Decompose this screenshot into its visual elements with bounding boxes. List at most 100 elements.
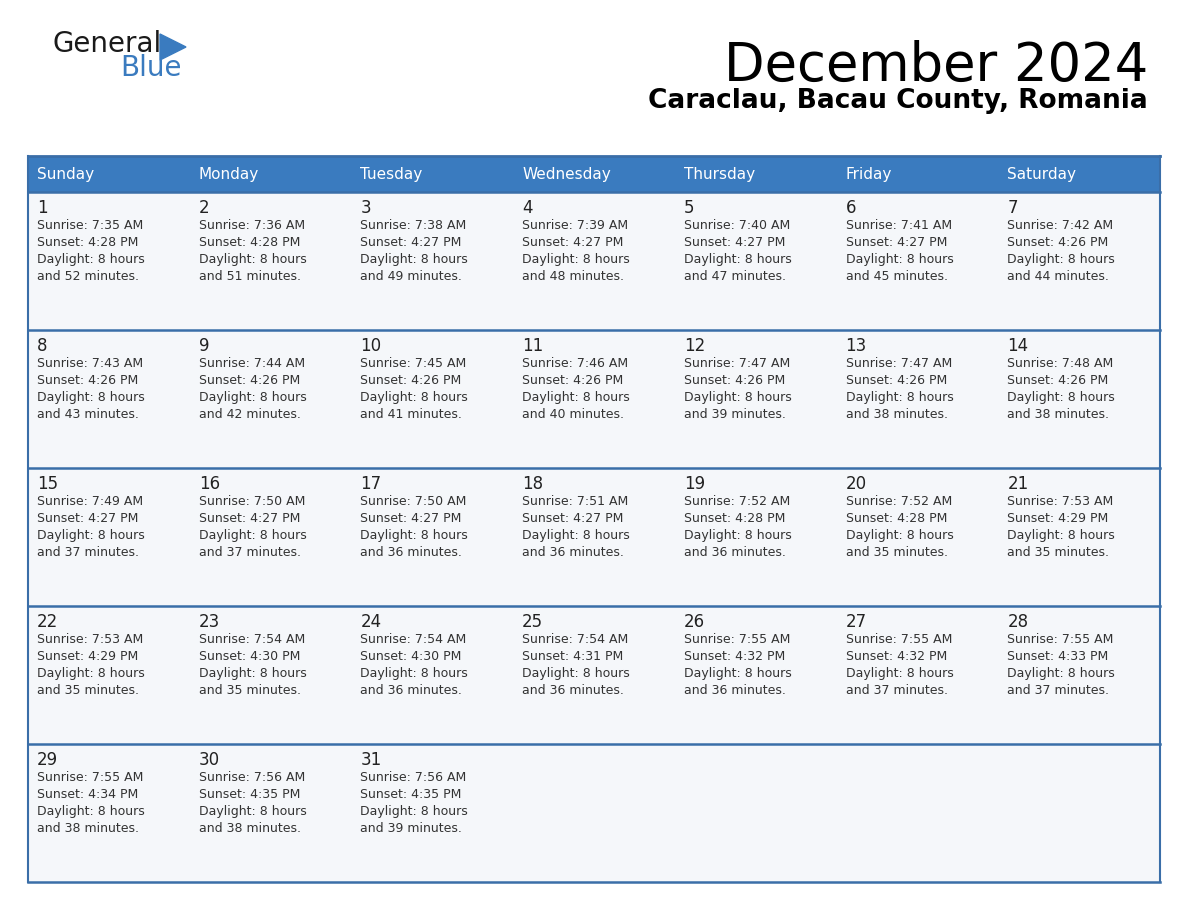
Text: Sunrise: 7:56 AM: Sunrise: 7:56 AM	[198, 771, 305, 784]
Text: 6: 6	[846, 199, 857, 217]
Text: Daylight: 8 hours: Daylight: 8 hours	[523, 529, 630, 542]
Text: Daylight: 8 hours: Daylight: 8 hours	[37, 253, 145, 266]
Text: 12: 12	[684, 337, 706, 355]
Text: Sunrise: 7:56 AM: Sunrise: 7:56 AM	[360, 771, 467, 784]
Bar	[190, 744, 352, 882]
Text: Sunrise: 7:55 AM: Sunrise: 7:55 AM	[846, 633, 952, 646]
Text: Sunrise: 7:55 AM: Sunrise: 7:55 AM	[37, 771, 144, 784]
Text: Daylight: 8 hours: Daylight: 8 hours	[198, 253, 307, 266]
Text: 3: 3	[360, 199, 371, 217]
Text: Daylight: 8 hours: Daylight: 8 hours	[360, 805, 468, 818]
Bar	[513, 606, 675, 744]
Text: and 38 minutes.: and 38 minutes.	[846, 408, 948, 421]
Text: Sunrise: 7:55 AM: Sunrise: 7:55 AM	[684, 633, 790, 646]
Text: December 2024: December 2024	[723, 40, 1148, 92]
Bar	[998, 192, 1159, 330]
Text: Sunrise: 7:41 AM: Sunrise: 7:41 AM	[846, 219, 952, 232]
Bar	[352, 606, 513, 744]
Bar	[190, 606, 352, 744]
Text: and 41 minutes.: and 41 minutes.	[360, 408, 462, 421]
Text: and 43 minutes.: and 43 minutes.	[37, 408, 139, 421]
Text: 22: 22	[37, 613, 58, 631]
Text: 17: 17	[360, 475, 381, 493]
Text: and 52 minutes.: and 52 minutes.	[37, 270, 139, 283]
Text: Sunset: 4:26 PM: Sunset: 4:26 PM	[523, 374, 624, 387]
Text: Saturday: Saturday	[1007, 166, 1076, 182]
Text: 20: 20	[846, 475, 867, 493]
Text: Daylight: 8 hours: Daylight: 8 hours	[1007, 667, 1116, 680]
Bar	[998, 744, 1159, 882]
Bar	[190, 192, 352, 330]
Text: 16: 16	[198, 475, 220, 493]
Text: Daylight: 8 hours: Daylight: 8 hours	[1007, 253, 1116, 266]
Text: Sunset: 4:27 PM: Sunset: 4:27 PM	[846, 236, 947, 249]
Bar	[836, 192, 998, 330]
Bar	[836, 330, 998, 468]
Text: Sunset: 4:32 PM: Sunset: 4:32 PM	[846, 650, 947, 663]
Text: Sunset: 4:28 PM: Sunset: 4:28 PM	[846, 512, 947, 525]
Text: 25: 25	[523, 613, 543, 631]
Text: Daylight: 8 hours: Daylight: 8 hours	[37, 667, 145, 680]
Text: Daylight: 8 hours: Daylight: 8 hours	[523, 667, 630, 680]
Text: Daylight: 8 hours: Daylight: 8 hours	[684, 391, 791, 404]
Text: and 47 minutes.: and 47 minutes.	[684, 270, 785, 283]
Text: Sunrise: 7:52 AM: Sunrise: 7:52 AM	[846, 495, 952, 508]
Bar	[29, 606, 190, 744]
Text: 31: 31	[360, 751, 381, 769]
Text: Sunset: 4:31 PM: Sunset: 4:31 PM	[523, 650, 624, 663]
Bar	[352, 330, 513, 468]
Text: Sunset: 4:35 PM: Sunset: 4:35 PM	[360, 788, 462, 801]
Bar	[675, 468, 836, 606]
Bar	[29, 744, 190, 882]
Text: 11: 11	[523, 337, 543, 355]
Text: Sunset: 4:27 PM: Sunset: 4:27 PM	[360, 512, 462, 525]
Polygon shape	[160, 34, 187, 60]
Text: Daylight: 8 hours: Daylight: 8 hours	[523, 253, 630, 266]
Text: and 38 minutes.: and 38 minutes.	[198, 822, 301, 835]
Text: Sunrise: 7:50 AM: Sunrise: 7:50 AM	[198, 495, 305, 508]
Text: Sunset: 4:26 PM: Sunset: 4:26 PM	[37, 374, 138, 387]
Text: Sunrise: 7:36 AM: Sunrise: 7:36 AM	[198, 219, 305, 232]
Text: Sunset: 4:34 PM: Sunset: 4:34 PM	[37, 788, 138, 801]
Text: and 39 minutes.: and 39 minutes.	[360, 822, 462, 835]
Text: 19: 19	[684, 475, 704, 493]
Text: Blue: Blue	[120, 54, 182, 82]
Bar	[998, 156, 1159, 192]
Text: Sunset: 4:27 PM: Sunset: 4:27 PM	[523, 236, 624, 249]
Bar	[29, 192, 190, 330]
Bar	[190, 156, 352, 192]
Text: 8: 8	[37, 337, 48, 355]
Text: Sunrise: 7:43 AM: Sunrise: 7:43 AM	[37, 357, 143, 370]
Text: Daylight: 8 hours: Daylight: 8 hours	[198, 391, 307, 404]
Bar	[998, 330, 1159, 468]
Text: Sunset: 4:27 PM: Sunset: 4:27 PM	[198, 512, 301, 525]
Text: and 35 minutes.: and 35 minutes.	[846, 546, 948, 559]
Bar	[675, 330, 836, 468]
Bar	[675, 192, 836, 330]
Bar	[352, 468, 513, 606]
Bar	[675, 606, 836, 744]
Bar	[998, 468, 1159, 606]
Text: Sunrise: 7:53 AM: Sunrise: 7:53 AM	[37, 633, 144, 646]
Text: Sunset: 4:26 PM: Sunset: 4:26 PM	[1007, 236, 1108, 249]
Text: Daylight: 8 hours: Daylight: 8 hours	[198, 805, 307, 818]
Bar	[836, 606, 998, 744]
Text: and 39 minutes.: and 39 minutes.	[684, 408, 785, 421]
Text: Daylight: 8 hours: Daylight: 8 hours	[523, 391, 630, 404]
Bar	[352, 744, 513, 882]
Text: and 38 minutes.: and 38 minutes.	[1007, 408, 1110, 421]
Bar	[513, 744, 675, 882]
Text: 13: 13	[846, 337, 867, 355]
Text: Sunset: 4:26 PM: Sunset: 4:26 PM	[1007, 374, 1108, 387]
Text: Sunrise: 7:50 AM: Sunrise: 7:50 AM	[360, 495, 467, 508]
Text: Sunset: 4:28 PM: Sunset: 4:28 PM	[684, 512, 785, 525]
Text: Sunset: 4:26 PM: Sunset: 4:26 PM	[684, 374, 785, 387]
Text: Sunday: Sunday	[37, 166, 94, 182]
Text: and 51 minutes.: and 51 minutes.	[198, 270, 301, 283]
Text: Caraclau, Bacau County, Romania: Caraclau, Bacau County, Romania	[649, 88, 1148, 114]
Text: Sunrise: 7:40 AM: Sunrise: 7:40 AM	[684, 219, 790, 232]
Text: Sunset: 4:35 PM: Sunset: 4:35 PM	[198, 788, 301, 801]
Text: 5: 5	[684, 199, 694, 217]
Text: Daylight: 8 hours: Daylight: 8 hours	[37, 805, 145, 818]
Text: Sunrise: 7:47 AM: Sunrise: 7:47 AM	[846, 357, 952, 370]
